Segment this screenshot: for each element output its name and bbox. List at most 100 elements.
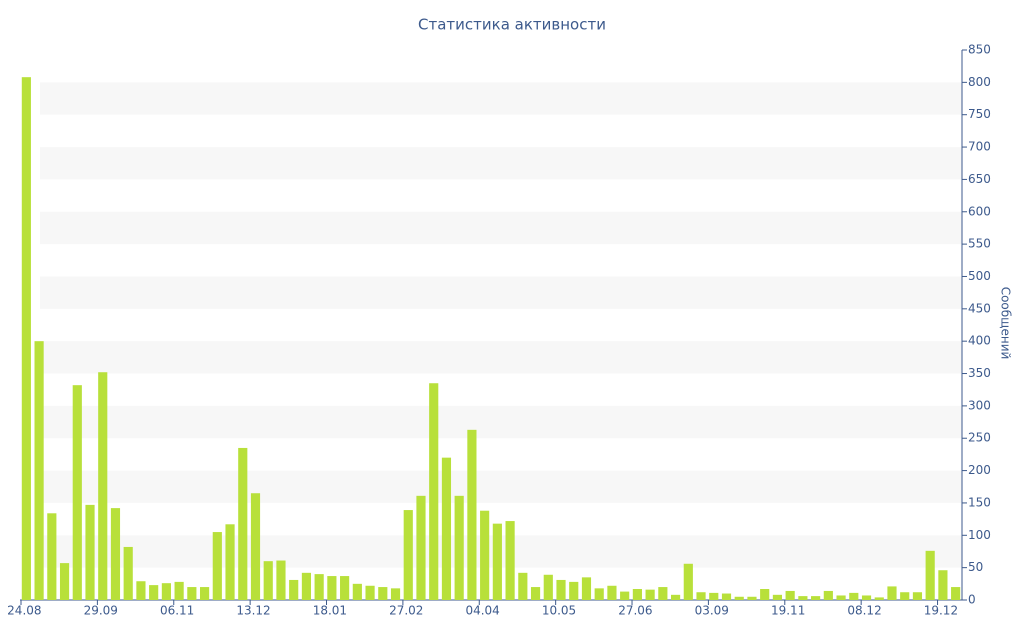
bar [861, 595, 872, 600]
bar [951, 587, 961, 600]
bar [645, 589, 655, 600]
bar [874, 597, 884, 600]
grid-band [40, 82, 962, 115]
bar [785, 590, 795, 600]
bar [887, 586, 897, 600]
bar [327, 576, 337, 600]
bar [620, 591, 630, 600]
x-tick-label: 03.09 [695, 604, 729, 618]
y-tick-label: 850 [968, 43, 991, 57]
bar [429, 383, 439, 600]
bar [416, 495, 426, 600]
y-tick-label: 650 [968, 172, 991, 186]
grid-band [40, 276, 962, 309]
y-tick-label: 400 [968, 334, 991, 348]
y-tick-label: 200 [968, 463, 991, 477]
y-axis-label: Сообщений [999, 287, 1013, 360]
bar [301, 572, 312, 600]
bar [365, 585, 375, 600]
bar [798, 596, 808, 600]
bar [340, 576, 350, 600]
bar [823, 590, 833, 600]
bar [543, 574, 553, 600]
y-tick-label: 550 [968, 237, 991, 251]
x-tick-label: 19.12 [924, 604, 958, 618]
bar [289, 579, 299, 600]
bar [925, 550, 935, 600]
x-tick-label: 08.12 [847, 604, 881, 618]
bar [352, 583, 362, 600]
x-tick-label: 29.09 [84, 604, 118, 618]
bar [556, 579, 566, 600]
bar [696, 592, 706, 600]
y-tick-label: 700 [968, 140, 991, 154]
x-tick-label: 24.08 [7, 604, 41, 618]
bar [683, 563, 693, 600]
bar [492, 523, 502, 600]
grid-band [40, 211, 962, 245]
bar [98, 372, 108, 600]
bar [581, 577, 592, 600]
x-tick-label: 13.12 [236, 604, 270, 618]
y-tick-label: 500 [968, 269, 991, 283]
y-tick-label: 600 [968, 204, 991, 218]
bar [670, 594, 681, 600]
bar [505, 521, 515, 600]
x-tick-label: 19.11 [771, 604, 805, 618]
x-tick-label: 06.11 [160, 604, 194, 618]
y-tick-label: 800 [968, 75, 991, 89]
bar [212, 532, 222, 600]
bar [276, 560, 286, 600]
bar [454, 495, 464, 600]
x-tick-label: 27.02 [389, 604, 423, 618]
grid-band [40, 470, 962, 503]
bar [187, 587, 197, 600]
x-tick-label: 10.05 [542, 604, 576, 618]
y-tick-label: 350 [968, 366, 991, 380]
bar [238, 447, 248, 600]
y-tick-label: 0 [968, 593, 976, 607]
bar [480, 510, 490, 600]
bar [47, 513, 57, 600]
bar [59, 563, 70, 600]
bar [811, 596, 821, 600]
bar [378, 587, 388, 600]
bar [72, 385, 82, 600]
y-tick-label: 300 [968, 398, 991, 412]
bar [912, 592, 923, 600]
bar [403, 510, 413, 600]
bar [199, 587, 210, 600]
grid-band [40, 341, 962, 374]
bar [709, 592, 719, 600]
y-tick-label: 250 [968, 431, 991, 445]
chart-title: Статистика активности [418, 16, 606, 34]
bar [518, 572, 528, 600]
bar [110, 508, 121, 600]
y-tick-label: 100 [968, 528, 991, 542]
bar [467, 429, 477, 600]
bar [85, 504, 95, 600]
y-tick-label: 750 [968, 107, 991, 121]
bar [607, 585, 617, 600]
bar [136, 581, 146, 600]
y-tick-label: 150 [968, 495, 991, 509]
y-tick-label: 50 [968, 560, 983, 574]
bar [836, 595, 846, 600]
bar [747, 596, 757, 600]
bar [632, 589, 642, 600]
bar [721, 593, 732, 600]
bar [123, 546, 133, 600]
bar [938, 570, 948, 600]
bar [250, 493, 261, 600]
bar [441, 457, 452, 600]
bar [900, 592, 910, 600]
bar [390, 588, 401, 600]
bar [772, 594, 783, 600]
x-tick-label: 27.06 [618, 604, 652, 618]
bar [569, 581, 579, 600]
bar [34, 341, 44, 600]
y-tick-label: 450 [968, 301, 991, 315]
bar [174, 581, 184, 600]
bar [161, 583, 171, 600]
